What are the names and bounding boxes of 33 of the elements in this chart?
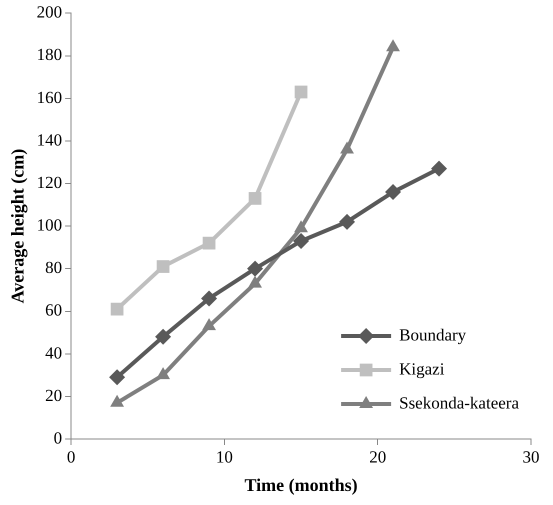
point [110,302,124,316]
point [385,184,402,200]
legend-label: Kigazi [399,359,445,378]
point [109,369,126,386]
point [155,328,172,345]
y-tick-label: 0 [54,428,62,448]
y-tick-label: 20 [45,386,62,405]
point [339,214,356,230]
y-axis-title: Average height (cm) [7,148,28,304]
y-tick-label: 180 [36,45,62,64]
x-tick-label: 30 [522,448,540,467]
point [294,86,308,98]
point [201,290,218,306]
x-tick-label: 0 [66,448,76,467]
point [202,236,216,250]
y-tick-label: 120 [36,172,62,192]
legend-label: Ssekonda-kateera [399,393,520,412]
point [247,260,264,277]
y-tick-label: 200 [36,2,62,22]
x-axis-title: Time (months) [244,474,358,495]
y-tick-label: 40 [45,343,62,362]
y-tick-label: 140 [36,130,62,150]
x-tick-label: 20 [369,448,386,467]
y-tick-label: 60 [45,300,62,320]
point [156,260,170,273]
y-tick-label: 100 [36,216,62,235]
x-tick-label: 10 [216,448,233,467]
point [248,192,262,205]
y-tick-label: 80 [45,258,62,278]
point [431,160,448,177]
y-tick-label: 160 [36,88,62,107]
point [293,233,310,250]
legend-label: Boundary [399,325,467,344]
